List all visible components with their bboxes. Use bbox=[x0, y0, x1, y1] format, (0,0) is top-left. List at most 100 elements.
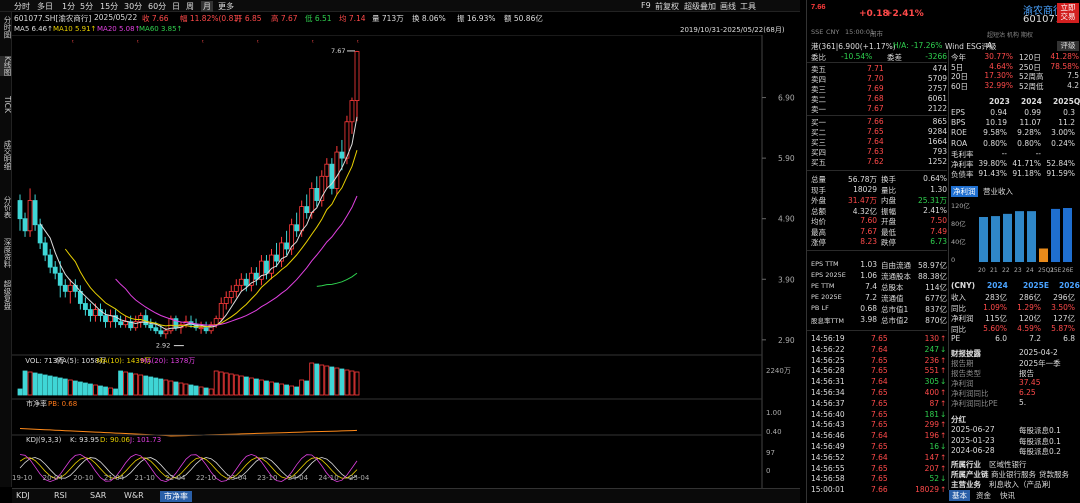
rev-tick: 0 bbox=[951, 256, 955, 264]
tick-volume: 18029 bbox=[915, 485, 939, 495]
ask-label: 卖一 bbox=[811, 105, 826, 114]
stat-label: 涨停 bbox=[811, 238, 826, 247]
fin-value: 0.80% bbox=[983, 138, 1007, 148]
indicator-tab[interactable]: KDJ bbox=[16, 491, 30, 500]
stat-value: 25.31万 bbox=[918, 196, 947, 205]
view-tab[interactable]: 分时图 bbox=[3, 16, 12, 39]
toolbar-button[interactable]: 工具 bbox=[740, 2, 756, 11]
div-text: 每股派息0.1 bbox=[1019, 426, 1061, 435]
candle-body bbox=[37, 224, 43, 244]
val-value: 114亿 bbox=[925, 283, 947, 292]
bottom-tab[interactable]: 基本 bbox=[949, 490, 970, 501]
period-toolbar: 分时 多日 1分 5分 15分 30分 60分日周月更多 F9 前复权 超级叠加 画线 工具 bbox=[0, 0, 800, 12]
vol-bar bbox=[304, 380, 310, 396]
vol-bar bbox=[228, 373, 234, 396]
period-tab[interactable]: 月 bbox=[201, 1, 213, 12]
val-value: 677亿 bbox=[925, 294, 947, 303]
val-value: 837亿 bbox=[925, 305, 947, 314]
view-tab[interactable]: 分价表 bbox=[3, 196, 12, 219]
perf-label: 250日 bbox=[1019, 62, 1041, 72]
period-tab[interactable]: 多日 bbox=[37, 2, 53, 11]
tick-arrow-icon: ↓ bbox=[940, 409, 947, 419]
period-tab[interactable]: 15分 bbox=[100, 2, 119, 11]
indicator-tab[interactable]: RSI bbox=[54, 491, 67, 500]
tick-time: 14:56:46 bbox=[811, 431, 845, 441]
period-tab[interactable]: 日 bbox=[172, 2, 180, 11]
ma-legend: MA5 6.46↑ MA10 5.91↑ MA20 5.08↑ MA60 3.8… bbox=[12, 24, 800, 35]
period-tab[interactable]: 分时 bbox=[14, 2, 30, 11]
toolbar-button[interactable]: F9 bbox=[641, 1, 651, 10]
rev-bar bbox=[991, 216, 1000, 262]
vol-bar bbox=[279, 383, 284, 396]
div-title: 分红 bbox=[951, 415, 966, 424]
view-tab[interactable]: TICK bbox=[3, 96, 12, 113]
x-tick-label: 20-04 bbox=[43, 474, 64, 482]
rev-tick: 80亿 bbox=[951, 219, 966, 228]
perf-value: 4.2 bbox=[1067, 80, 1079, 90]
candle-body bbox=[128, 321, 134, 329]
tick-time: 14:56:22 bbox=[811, 344, 845, 354]
vol-bar bbox=[203, 387, 209, 396]
bottom-tab[interactable]: 资金 bbox=[976, 491, 991, 500]
tab-revenue: 营业收入 bbox=[983, 187, 1013, 196]
kdj-tick: 97 bbox=[766, 449, 775, 457]
ask-label: 卖三 bbox=[811, 85, 826, 94]
fin-value: 11.07 bbox=[1019, 118, 1041, 128]
vol-bar bbox=[77, 381, 83, 396]
divider bbox=[807, 115, 947, 116]
quote-panel: 7.66 +0.18 +2.41% 渝农商行 601077 立即 交易 SSE CNY 15:00… bbox=[806, 0, 1080, 503]
val-label: 流通值 bbox=[881, 294, 904, 303]
rating-button[interactable]: 评级 bbox=[1057, 41, 1079, 51]
chart-area[interactable]: 6.90 5.90 4.90 3.90 2.90 7.67 2.92 ᵗ ᵗ ᵗ ᵗ ᵗ ᵗ VOL: 7… bbox=[12, 35, 800, 488]
period-tab[interactable]: 1分 bbox=[62, 2, 76, 11]
tick-price: 7.65 bbox=[871, 388, 888, 397]
indicator-tabs: KDJ RSI SAR W&R 市净率 bbox=[12, 488, 800, 503]
ask-volume: 2122 bbox=[927, 104, 947, 113]
kdj-line bbox=[19, 453, 358, 483]
view-tab[interactable]: 成交明细 bbox=[3, 140, 12, 170]
bottom-tab[interactable]: 快讯 bbox=[1000, 491, 1015, 500]
indicator-tab[interactable]: W&R bbox=[124, 491, 144, 500]
vol-bar bbox=[17, 388, 23, 396]
candle-body bbox=[118, 321, 123, 326]
tab-net-profit[interactable]: 净利润 bbox=[951, 186, 978, 197]
toolbar-button[interactable]: 前复权 bbox=[655, 2, 679, 11]
div-date: 2025-01-23 bbox=[951, 435, 995, 445]
period-tab[interactable]: 5分 bbox=[80, 2, 94, 11]
bid-label: 买二 bbox=[811, 128, 826, 137]
trade-button[interactable]: 立即 交易 bbox=[1057, 3, 1079, 23]
vol-bar bbox=[163, 379, 169, 396]
val-label: PE 2025E bbox=[811, 293, 842, 301]
view-tab[interactable]: K线图 bbox=[0, 56, 12, 76]
ind-value: 利息收入（产品） bbox=[989, 480, 1049, 489]
candle-body bbox=[339, 151, 345, 159]
period-tab[interactable]: 更多 bbox=[218, 2, 234, 11]
val-label: 总市值1 bbox=[881, 305, 909, 314]
view-tab[interactable]: 超级复盘 bbox=[3, 280, 12, 310]
perf-value: 78.58% bbox=[1050, 61, 1079, 71]
ma5-line bbox=[39, 116, 358, 331]
toolbar-button[interactable]: 超级叠加 bbox=[684, 2, 716, 11]
fin-label: ROE bbox=[951, 128, 967, 138]
view-tab[interactable]: 深度资料 bbox=[3, 238, 12, 268]
ask-volume: 6061 bbox=[927, 94, 947, 103]
tick-arrow-icon: ↑ bbox=[940, 420, 947, 430]
period-tab[interactable]: 30分 bbox=[124, 2, 143, 11]
tick-price: 7.65 bbox=[871, 420, 888, 430]
stat-value: 7.49 bbox=[930, 226, 947, 236]
vol-bar bbox=[143, 375, 149, 396]
indicator-tab[interactable]: 市净率 bbox=[160, 491, 192, 502]
news-value: 报告 bbox=[1019, 369, 1034, 378]
rev-bar bbox=[1039, 248, 1048, 262]
ask-label: 卖五 bbox=[811, 65, 826, 74]
vol-bar bbox=[72, 380, 78, 396]
toolbar-button[interactable]: 画线 bbox=[720, 2, 736, 11]
vol-bar bbox=[57, 377, 63, 396]
vol-bar bbox=[344, 369, 350, 396]
period-tab[interactable]: 60分 bbox=[148, 2, 167, 11]
sub-info: 闭市 bbox=[870, 30, 883, 38]
fin-value: 11.2 bbox=[1058, 118, 1075, 128]
period-tab[interactable]: 周 bbox=[186, 2, 194, 11]
stat-label: 量比 bbox=[881, 185, 896, 195]
indicator-tab[interactable]: SAR bbox=[90, 491, 107, 500]
